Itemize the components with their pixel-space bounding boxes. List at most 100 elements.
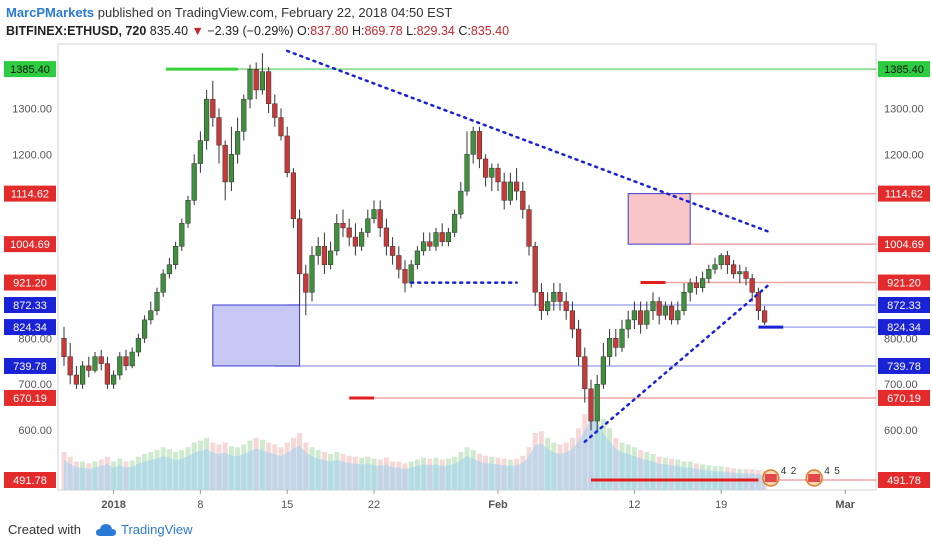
candle-body: [185, 200, 191, 224]
candle-body: [352, 236, 359, 247]
level-tag-left: [4, 61, 56, 78]
candle-body: [538, 292, 545, 311]
candle-body: [476, 131, 483, 160]
candle-body: [631, 310, 638, 321]
tradingview-link[interactable]: TradingView: [87, 522, 193, 537]
candle-body: [408, 264, 414, 284]
level-tag-right: [878, 319, 930, 336]
candle-body: [148, 310, 154, 321]
low-value: 829.34: [416, 24, 455, 38]
candle-body: [743, 271, 749, 279]
level-label-left: 1004.69: [10, 239, 50, 251]
candle-body: [389, 246, 396, 256]
candle-body: [216, 117, 222, 146]
candle-body: [284, 135, 290, 173]
low-label: L:: [406, 24, 417, 38]
down-arrow-icon: ▼: [191, 24, 204, 38]
candle-body: [61, 338, 67, 357]
close-label: C:: [458, 24, 471, 38]
candle-body: [439, 232, 445, 242]
level-label-right: 921.20: [887, 278, 921, 290]
candle-body: [334, 223, 340, 252]
candle-body: [129, 351, 135, 367]
candle-body: [451, 213, 458, 233]
level-label-left: 1114.62: [11, 189, 49, 201]
candle-body: [625, 319, 631, 330]
candle-body: [73, 374, 80, 385]
candle-body: [265, 71, 272, 105]
candle-body: [693, 282, 700, 288]
candle-body: [253, 69, 259, 91]
candle-body: [520, 190, 526, 210]
x-tick-label: Feb: [488, 499, 508, 511]
level-label-left: 491.78: [13, 475, 47, 487]
candle-body: [532, 246, 538, 293]
y-tick-label: 1200.00: [12, 149, 52, 161]
trend-line: [285, 49, 773, 234]
level-label-right: 1114.62: [885, 189, 923, 201]
candle-body: [606, 338, 613, 357]
candle-body: [582, 356, 588, 390]
candle-body: [730, 264, 737, 275]
candle-body: [656, 301, 662, 316]
event-label: 5: [834, 466, 840, 477]
candle-body: [402, 269, 408, 284]
level-tag-right: [878, 357, 930, 374]
candle-body: [706, 269, 712, 279]
candle-body: [234, 131, 241, 155]
author-link[interactable]: MarcPMarkets: [6, 5, 95, 20]
candle-body: [737, 271, 743, 275]
level-tag-left: [4, 185, 56, 202]
level-label-right: 824.34: [887, 322, 921, 334]
x-tick-label: 12: [628, 499, 640, 511]
candle-body: [86, 365, 92, 371]
level-tag-right: [878, 185, 930, 202]
candle-body: [321, 246, 328, 265]
candle-body: [569, 310, 576, 330]
candle-body: [179, 223, 185, 247]
level-tag-left: [4, 274, 56, 291]
cloud-icon: [95, 523, 116, 536]
candle-body: [687, 282, 693, 293]
candle-body: [681, 292, 687, 311]
candle-body: [241, 98, 247, 132]
candle-body: [433, 232, 439, 247]
level-tag-left: [4, 389, 56, 406]
y-tick-label: 1300.00: [12, 103, 52, 115]
level-tag-right: [878, 274, 930, 291]
candle-body: [79, 365, 86, 385]
event-label: 2: [791, 466, 797, 477]
high-label: H:: [351, 24, 365, 38]
level-tag-right: [878, 471, 930, 488]
candle-body: [551, 292, 557, 302]
candle-body: [414, 250, 421, 265]
candle-body: [365, 218, 371, 233]
candle-body: [470, 131, 476, 155]
x-tick-label: Mar: [835, 499, 855, 511]
candle-body: [309, 255, 315, 293]
candle-body: [104, 363, 111, 385]
high-value: 869.78: [364, 24, 403, 38]
tradingview-brand: TradingView: [120, 522, 193, 537]
candle-body: [458, 190, 464, 215]
level-label-right: 1004.69: [884, 239, 924, 251]
y-tick-label: 600.00: [18, 425, 52, 437]
level-label-left: 824.34: [13, 322, 47, 334]
x-tick-label: 15: [281, 499, 293, 511]
zone-box: [212, 304, 301, 367]
candle-body: [650, 301, 656, 311]
candle-body: [482, 158, 489, 178]
candle-body: [340, 223, 346, 229]
candle-body: [290, 172, 297, 219]
open-label: O:: [297, 24, 311, 38]
price-change: −2.39 (−0.29%): [207, 24, 294, 38]
candle-body: [557, 292, 563, 302]
trend-line: [583, 281, 773, 443]
candle-body: [346, 227, 352, 238]
candle-body: [259, 71, 266, 91]
footer: Created with TradingView: [8, 522, 193, 537]
candle-body: [445, 232, 452, 242]
y-tick-label: 800.00: [18, 333, 52, 345]
plot-frame: [57, 43, 877, 491]
